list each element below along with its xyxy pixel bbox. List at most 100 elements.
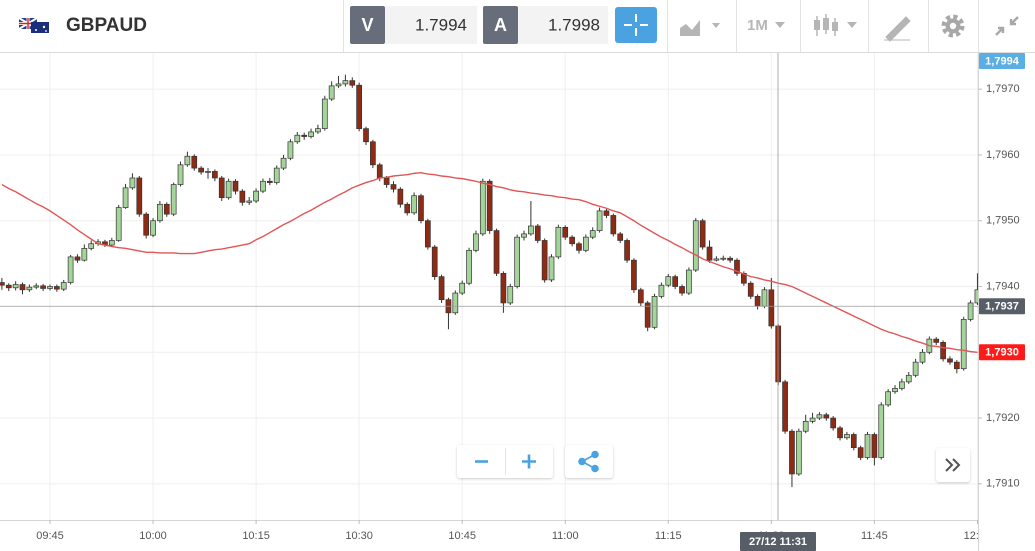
candle-body <box>411 195 417 214</box>
candle-body <box>404 203 411 214</box>
candle-body <box>857 447 864 458</box>
candle-body <box>864 434 871 458</box>
candle-body <box>610 215 617 235</box>
candle-body <box>143 213 150 236</box>
candle-body <box>390 184 397 190</box>
candle-body <box>672 276 679 287</box>
candle-body <box>637 289 644 304</box>
candle-body <box>280 157 287 169</box>
candle-body <box>631 259 637 291</box>
candle-body <box>122 187 129 208</box>
draw-button[interactable] <box>884 16 911 42</box>
candle-body <box>871 434 878 458</box>
buy-button[interactable] <box>483 6 518 44</box>
candle-body <box>157 203 163 222</box>
candle-body <box>424 220 431 248</box>
y-tick-label: 1,7950 <box>986 215 1020 227</box>
candle-body <box>534 225 541 241</box>
candle-body <box>754 296 761 307</box>
buy-price: 1.7998 <box>548 15 600 34</box>
candle-body <box>129 177 136 189</box>
candle-body <box>658 284 665 297</box>
candle-body <box>892 388 898 393</box>
candle-body <box>47 286 53 289</box>
candle-body <box>905 374 912 383</box>
candle-body <box>500 272 507 304</box>
candle-body <box>589 230 596 238</box>
zoom-in[interactable] <box>522 454 536 469</box>
x-tick-label: 10:30 <box>345 530 373 542</box>
candle-body <box>26 286 33 291</box>
candle-body <box>692 220 699 271</box>
zoom-controls <box>457 445 970 482</box>
candle-body <box>473 233 479 251</box>
collapse-button[interactable] <box>995 16 1019 36</box>
x-tick-label: 11:15 <box>655 530 682 542</box>
sell-label[interactable]: V <box>361 15 373 35</box>
x-tick-label: 11:00 <box>552 530 579 542</box>
sell-button[interactable] <box>350 6 385 44</box>
candle-body <box>397 188 404 205</box>
candle-body <box>747 282 754 297</box>
x-tick-label: 09:45 <box>36 530 64 542</box>
candle-body <box>0 282 5 286</box>
candle-body <box>919 351 926 363</box>
candle-body <box>163 203 170 215</box>
buy-label[interactable]: A <box>494 15 507 35</box>
candle-body <box>321 98 328 129</box>
candle-body <box>40 285 46 289</box>
candle-body <box>376 164 383 179</box>
candle-body <box>438 276 445 301</box>
candle-body <box>177 164 184 185</box>
candle-body <box>885 391 891 406</box>
settings-button[interactable] <box>941 14 965 38</box>
candle-body <box>308 131 314 137</box>
current-price-tag-bg <box>979 53 1025 69</box>
candle-body <box>301 134 308 137</box>
candle-body <box>878 404 885 458</box>
candle-body <box>328 85 335 100</box>
candle-style-button[interactable] <box>814 14 857 36</box>
candle-body <box>569 236 575 245</box>
sell-price: 1.7994 <box>415 15 467 34</box>
candle-body <box>246 200 253 203</box>
candle-body <box>170 184 177 215</box>
y-tick-label: 1,7960 <box>986 149 1020 161</box>
candle-body <box>287 141 294 159</box>
x-tick-label: 10:45 <box>448 530 476 542</box>
candle-body <box>507 286 514 304</box>
candle-body <box>67 256 74 283</box>
candle-body <box>184 155 191 166</box>
candle-body <box>88 243 95 249</box>
timeframe[interactable]: 1M <box>747 17 768 34</box>
y-tick-label: 1,7940 <box>986 280 1020 292</box>
candle-body <box>33 285 40 288</box>
crosshair-button[interactable] <box>615 7 657 43</box>
candle-body <box>844 434 850 439</box>
share-button[interactable] <box>565 445 613 478</box>
candle-body <box>479 180 486 235</box>
candle-body <box>679 286 685 294</box>
candle-body <box>548 256 555 281</box>
candle-body <box>837 427 843 439</box>
x-tick-label: 10:00 <box>139 530 167 542</box>
candle-body <box>782 381 788 432</box>
candle-body <box>54 286 60 290</box>
crosshair-time-bg <box>740 532 816 551</box>
crosshair-price-tag-bg <box>979 298 1025 315</box>
candle-body <box>617 233 624 241</box>
candle-body <box>383 177 390 185</box>
buy-price-box <box>518 6 608 44</box>
candle-body <box>899 381 905 389</box>
crosshair-icon <box>624 14 648 36</box>
candle-body <box>266 180 273 183</box>
candle-body <box>789 430 795 475</box>
candle-body <box>816 414 823 419</box>
candle-body <box>74 256 81 261</box>
overlay: 09:4510:0010:1510:3010:4511:0011:1511:30… <box>0 53 1035 551</box>
candle-body <box>191 155 198 169</box>
chart-type-button[interactable] <box>680 20 720 36</box>
candle-body <box>713 258 720 261</box>
